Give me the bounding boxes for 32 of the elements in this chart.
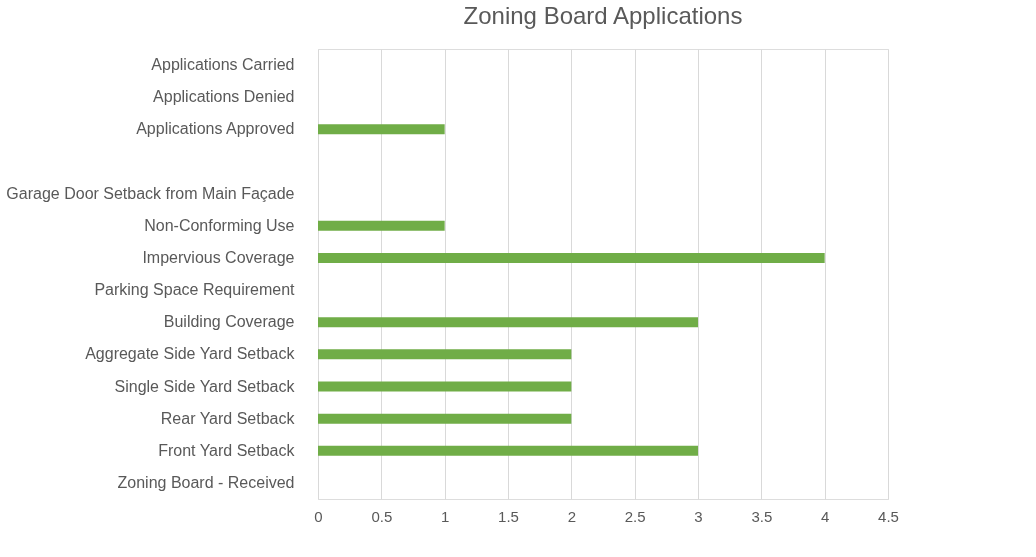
x-tick-label: 3.5 bbox=[751, 507, 773, 525]
y-tick-label: Non-Conforming Use bbox=[144, 216, 295, 234]
x-tick-label: 4 bbox=[820, 507, 830, 525]
y-tick-label: Building Coverage bbox=[163, 313, 295, 331]
y-tick-label: Applications Approved bbox=[136, 120, 295, 138]
bar bbox=[318, 349, 572, 360]
y-tick-label: Applications Denied bbox=[153, 88, 295, 106]
y-tick-label: Zoning Board - Received bbox=[117, 473, 295, 491]
bar bbox=[318, 413, 572, 424]
bar bbox=[318, 381, 572, 392]
y-tick-label: Rear Yard Setback bbox=[160, 409, 296, 427]
y-tick-label: Single Side Yard Setback bbox=[114, 377, 296, 395]
x-tick-label: 0.5 bbox=[371, 507, 393, 525]
y-tick-label: Garage Door Setback from Main Façade bbox=[6, 184, 295, 202]
bar bbox=[318, 220, 445, 231]
x-tick-label: 4.5 bbox=[878, 507, 899, 525]
y-tick-label: Applications Carried bbox=[151, 56, 295, 74]
y-tick-label: Aggregate Side Yard Setback bbox=[85, 345, 296, 363]
x-tick-label: 2.5 bbox=[624, 507, 646, 525]
y-tick-label: Impervious Coverage bbox=[142, 248, 295, 266]
x-tick-label: 0 bbox=[314, 507, 323, 525]
chart-title: Zoning Board Applications bbox=[463, 2, 743, 29]
bar bbox=[318, 445, 698, 456]
bar bbox=[318, 317, 698, 328]
bar bbox=[318, 124, 445, 135]
x-tick-label: 2 bbox=[567, 507, 577, 525]
x-tick-label: 3 bbox=[694, 507, 703, 525]
bar bbox=[318, 252, 825, 263]
x-tick-label: 1.5 bbox=[498, 507, 519, 525]
y-tick-label: Front Yard Setback bbox=[158, 441, 296, 459]
y-tick-label: Parking Space Requirement bbox=[94, 281, 296, 299]
x-tick-label: 1 bbox=[440, 507, 450, 525]
